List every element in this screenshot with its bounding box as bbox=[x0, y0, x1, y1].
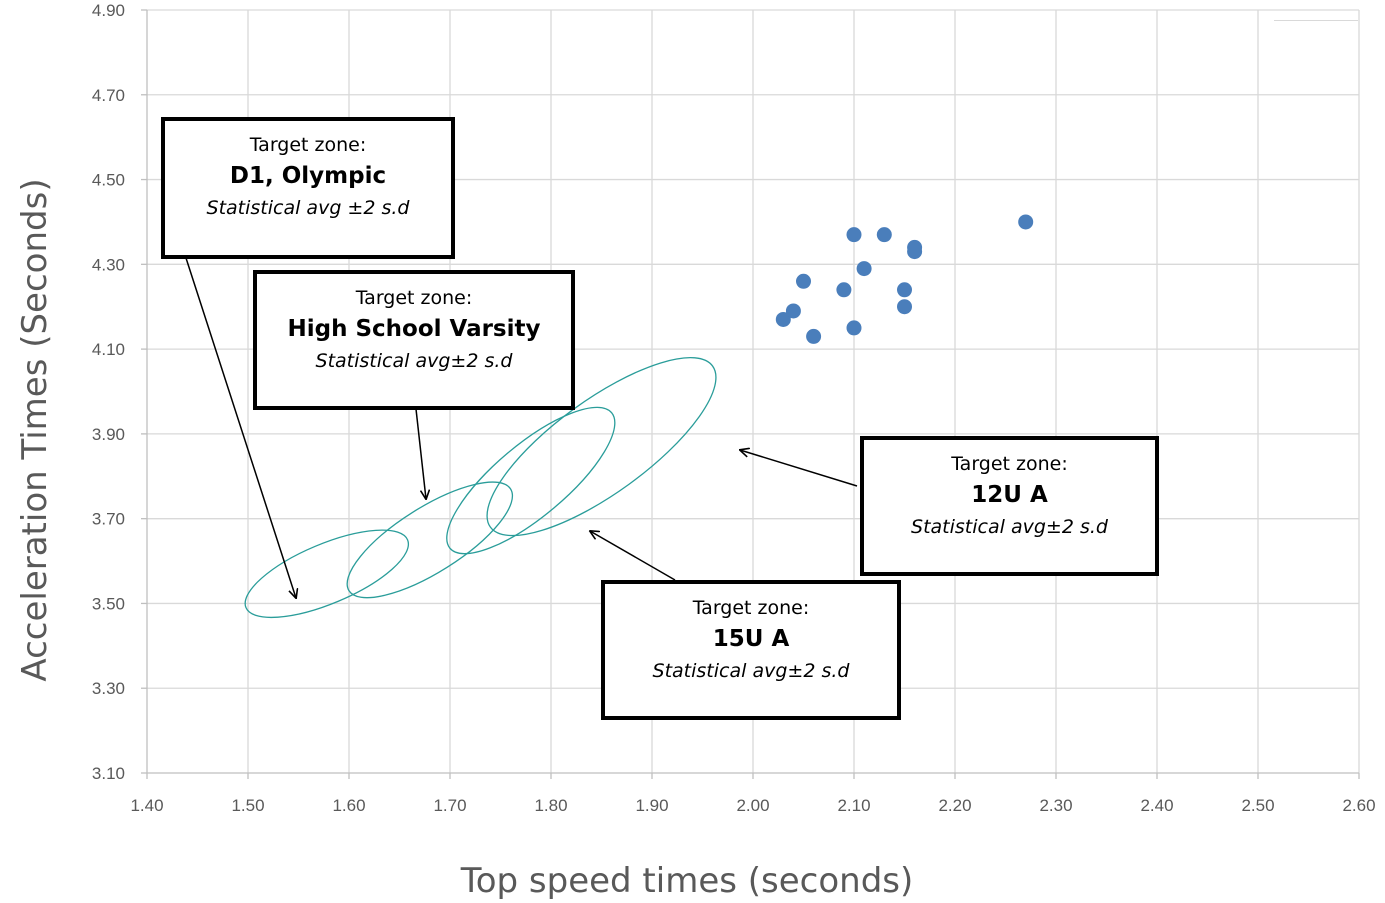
x-axis-title: Top speed times (seconds) bbox=[460, 861, 914, 901]
plot-area-corner-mark bbox=[1274, 20, 1358, 21]
x-tick-label: 2.50 bbox=[1241, 796, 1274, 815]
y-tick-label: 3.10 bbox=[92, 764, 125, 783]
data-point bbox=[856, 261, 872, 277]
x-tick-label: 1.60 bbox=[332, 796, 365, 815]
y-tick-label: 4.30 bbox=[92, 255, 125, 274]
y-tick-label: 3.70 bbox=[92, 510, 125, 529]
data-point bbox=[846, 320, 862, 336]
y-tick-label: 3.50 bbox=[92, 594, 125, 613]
callout-hs-line3: Statistical avg±2 s.d bbox=[315, 350, 513, 372]
y-tick-label: 4.10 bbox=[92, 340, 125, 359]
data-point bbox=[897, 299, 912, 315]
data-point bbox=[806, 328, 822, 344]
x-tick-label: 1.90 bbox=[635, 796, 668, 815]
x-tick-label: 2.20 bbox=[938, 796, 971, 815]
data-point bbox=[846, 227, 862, 243]
callout-12u-line1: Target zone: bbox=[951, 453, 1068, 475]
callout-15u-line3: Statistical avg±2 s.d bbox=[652, 660, 850, 682]
arrow-d1 bbox=[185, 257, 296, 598]
callout-hs-line2: High School Varsity bbox=[287, 316, 541, 342]
data-point bbox=[796, 273, 811, 289]
x-tick-label: 2.10 bbox=[837, 796, 870, 815]
target-zone-d1 bbox=[244, 529, 410, 619]
y-tick-label: 4.50 bbox=[92, 171, 125, 190]
arrow-15u bbox=[590, 531, 676, 581]
x-tick-label: 2.60 bbox=[1342, 796, 1375, 815]
x-tick-label: 1.40 bbox=[130, 796, 163, 815]
callout-d1-line2: D1, Olympic bbox=[229, 163, 387, 189]
callout-d1-olympic: Target zone: D1, Olympic Statistical avg… bbox=[161, 117, 455, 259]
callout-15u-a: Target zone: 15U A Statistical avg±2 s.d bbox=[601, 580, 901, 720]
x-tick-label: 1.80 bbox=[534, 796, 567, 815]
y-tick-label: 3.90 bbox=[92, 425, 125, 444]
data-point bbox=[907, 244, 923, 260]
arrow-12u bbox=[740, 450, 858, 487]
callout-12u-a: Target zone: 12U A Statistical avg±2 s.d bbox=[860, 436, 1159, 576]
callout-d1-line3: Statistical avg ±2 s.d bbox=[206, 197, 410, 219]
data-point bbox=[897, 282, 912, 298]
callout-high-school-varsity: Target zone: High School Varsity Statist… bbox=[253, 270, 575, 410]
x-tick-label: 2.40 bbox=[1140, 796, 1173, 815]
axes: 1.40 1.50 1.60 1.70 1.80 1.90 2.00 2.10 2.20 2.30… bbox=[92, 1, 1376, 815]
y-axis-title: Acceleration Times (Seconds) bbox=[15, 178, 55, 681]
x-tick-label: 2.30 bbox=[1039, 796, 1072, 815]
data-points bbox=[775, 214, 1034, 344]
y-tick-label: 3.30 bbox=[92, 679, 125, 698]
callout-12u-line2: 12U A bbox=[971, 482, 1048, 508]
target-zone-u15 bbox=[446, 406, 616, 555]
y-tick-label: 4.70 bbox=[92, 86, 125, 105]
x-tick-label: 2.00 bbox=[736, 796, 769, 815]
x-tick-label: 1.50 bbox=[231, 796, 264, 815]
y-tick-label: 4.90 bbox=[92, 1, 125, 20]
data-point bbox=[775, 311, 791, 327]
callout-hs-line1: Target zone: bbox=[355, 287, 473, 309]
arrow-high-school bbox=[415, 408, 426, 499]
callout-d1-line1: Target zone: bbox=[249, 134, 367, 156]
data-point bbox=[1018, 214, 1034, 230]
data-point bbox=[876, 227, 892, 243]
target-zone-hs bbox=[346, 481, 514, 599]
x-tick-label: 1.70 bbox=[433, 796, 466, 815]
data-point bbox=[785, 303, 801, 319]
callout-12u-line3: Statistical avg±2 s.d bbox=[911, 516, 1108, 538]
callout-15u-line1: Target zone: bbox=[692, 597, 810, 619]
callout-15u-line2: 15U A bbox=[712, 626, 790, 652]
callout-arrows bbox=[185, 257, 858, 598]
data-point bbox=[836, 282, 852, 298]
